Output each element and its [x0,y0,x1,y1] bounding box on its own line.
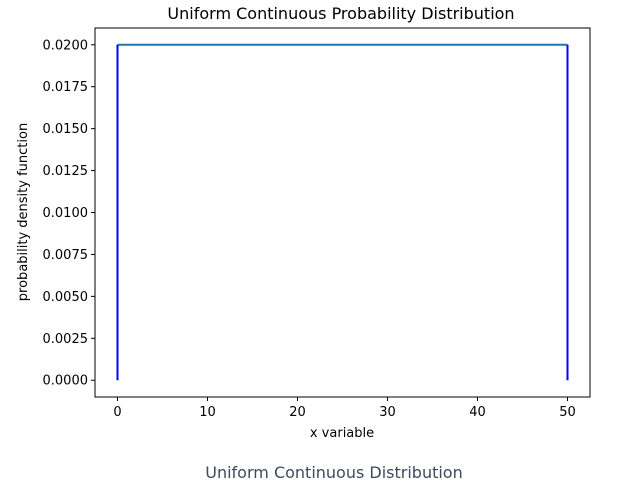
x-tick-label: 50 [559,405,576,420]
y-tick-label: 0.0100 [43,206,89,221]
plot-series [116,43,569,381]
x-tick-label: 0 [113,405,121,420]
y-tick-label: 0.0125 [43,164,89,179]
x-tick-label: 30 [379,405,396,420]
y-tick-label: 0.0075 [43,248,89,263]
x-axis-label: x variable [310,426,374,441]
chart-title: Uniform Continuous Probability Distribut… [167,4,514,23]
y-tick-label: 0.0050 [43,290,89,305]
plot-area-frame [94,27,591,398]
x-tick-label: 40 [469,405,486,420]
figure-caption: Uniform Continuous Distribution [205,463,463,482]
y-tick-label: 0.0150 [43,122,89,137]
x-tick-label: 10 [199,405,216,420]
y-tick-label: 0.0200 [43,38,89,53]
x-tick-label: 20 [289,405,306,420]
y-tick-label: 0.0025 [43,332,89,347]
y-axis-ticks: 0.0000 0.0025 0.0050 0.0075 0.0100 0.0125 0.01… [43,38,95,389]
y-axis-label: probability density function [16,123,31,301]
y-tick-label: 0.0175 [43,80,89,95]
x-axis-ticks: 0 10 20 30 40 50 [113,397,576,420]
y-tick-label: 0.0000 [43,374,89,389]
